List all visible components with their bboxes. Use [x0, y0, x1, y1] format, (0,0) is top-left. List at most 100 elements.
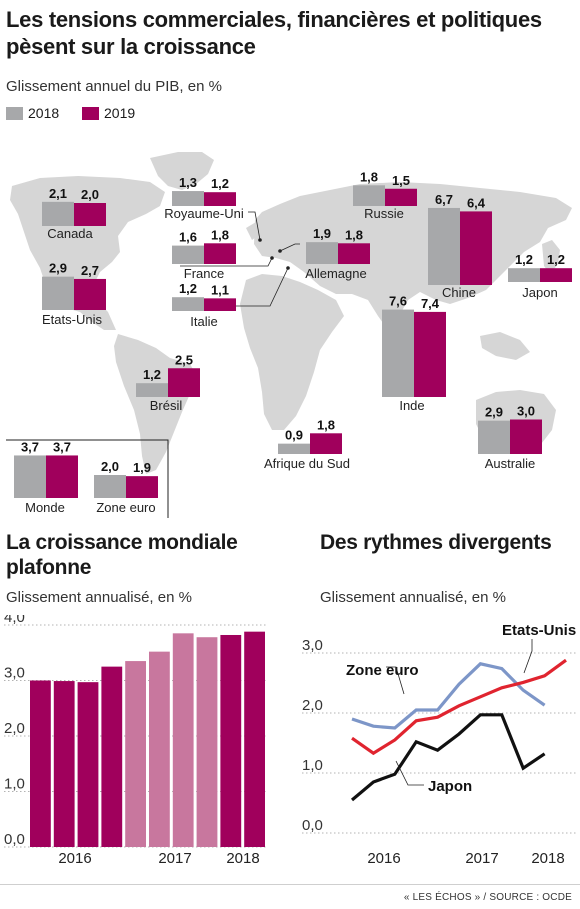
bar-2018-inde — [382, 309, 414, 397]
world-growth-title: La croissance mondiale plafonne — [6, 531, 238, 579]
bar-2018-australie — [478, 420, 510, 454]
bar-2018-france — [172, 245, 204, 264]
y-tick-label: 2,0 — [4, 720, 25, 737]
bar-2018-afrique-du-sud — [278, 443, 310, 454]
bar-2019-inde — [414, 311, 446, 397]
world-map-chart: 2,1 2,0 Canada 1,3 1,2 Royaume-Uni 1,8 1,5 Russi… — [6, 152, 572, 518]
bar-2018-russie — [353, 185, 385, 206]
world-growth-bar-chart: 0,0 1,0 2,0 3,0 4,0 2016 2017 2018 — [4, 615, 268, 867]
bar-2019-australie — [510, 419, 542, 454]
bar-2018-japon — [508, 268, 540, 282]
country-bars: 2,1 2,0 Canada 1,3 1,2 Royaume-Uni 1,8 1,5 Russi… — [14, 169, 572, 515]
value-2019-allemagne: 1,8 — [345, 227, 363, 242]
country-label-royaume-uni: Royaume-Uni — [164, 206, 244, 221]
bar-2019-allemagne — [338, 243, 370, 264]
bar-2019-bresil — [168, 368, 200, 397]
bar-2019-chine — [460, 211, 492, 285]
bar — [196, 637, 218, 847]
series-label-japon: Japon — [428, 778, 472, 795]
bar-2019-monde — [46, 455, 78, 498]
value-2018-royaume-uni: 1,3 — [179, 175, 197, 190]
leader-lines — [6, 211, 300, 518]
bar-2018-zone-euro — [94, 475, 126, 498]
bar — [53, 681, 75, 847]
value-2019-etats-unis: 2,7 — [81, 263, 99, 278]
value-2019-zone-euro: 1,9 — [133, 460, 151, 475]
country-group-france: 1,6 1,8 France — [172, 227, 236, 281]
divergent-title: Des rythmes divergents — [320, 531, 552, 554]
country-label-russie: Russie — [364, 206, 404, 221]
value-2018-zone-euro: 2,0 — [101, 459, 119, 474]
country-group-chine: 6,7 6,4 Chine — [428, 192, 492, 300]
source-credit: « LES ÉCHOS » / SOURCE : OCDE — [403, 892, 572, 903]
y-tick-label: 3,0 — [4, 665, 25, 682]
bar-2018-bresil — [136, 383, 168, 397]
value-2019-russie: 1,5 — [392, 173, 410, 188]
x-tick-label: 2017 — [158, 850, 191, 867]
value-2019-bresil: 2,5 — [175, 352, 193, 367]
country-label-zone-euro: Zone euro — [96, 500, 155, 515]
bar — [244, 631, 265, 847]
legend-swatch-2018 — [6, 107, 23, 120]
country-group-afrique-du-sud: 0,9 1,8 Afrique du Sud — [264, 417, 350, 471]
value-2018-chine: 6,7 — [435, 192, 453, 207]
country-label-inde: Inde — [399, 398, 424, 413]
bar-2019-canada — [74, 203, 106, 226]
bar-2018-canada — [42, 201, 74, 226]
bar-2019-etats-unis — [74, 278, 106, 310]
value-2018-inde: 7,6 — [389, 294, 407, 309]
country-group-royaume-uni: 1,3 1,2 Royaume-Uni — [164, 175, 244, 221]
bar-2019-royaume-uni — [204, 192, 236, 206]
y-tick-label: 0,0 — [302, 817, 323, 834]
country-label-monde: Monde — [25, 500, 65, 515]
y-tick-label: 4,0 — [4, 615, 25, 626]
series-label-etats-unis: Etats-Unis — [502, 622, 576, 639]
x-tick-label: 2017 — [465, 850, 498, 867]
bar — [220, 634, 242, 847]
legend-label-2018: 2018 — [28, 105, 60, 121]
value-2019-monde: 3,7 — [53, 439, 71, 454]
divergent-line-chart: 0,0 1,0 2,0 3,0 Etats-Unis Zone euro Japon 2016… — [302, 622, 576, 867]
value-2019-inde: 7,4 — [421, 296, 440, 311]
country-group-bresil: 1,2 2,5 Brésil — [136, 352, 200, 413]
bar — [149, 651, 170, 847]
bar-2019-afrique-du-sud — [310, 433, 342, 454]
bar-2018-italie — [172, 297, 204, 311]
value-2018-australie: 2,9 — [485, 405, 503, 420]
country-group-russie: 1,8 1,5 Russie — [353, 169, 417, 221]
series-line-japon — [350, 713, 546, 802]
bar-2019-italie — [204, 298, 236, 311]
world-growth-subtitle: Glissement annualisé, en % — [6, 589, 192, 606]
bar-2018-royaume-uni — [172, 191, 204, 206]
country-label-allemagne: Allemagne — [305, 266, 366, 281]
country-group-canada: 2,1 2,0 Canada — [42, 186, 106, 241]
x-tick-label: 2018 — [531, 850, 564, 867]
bar-2019-france — [204, 243, 236, 264]
label-leader-japon — [395, 760, 424, 786]
country-group-japon: 1,2 1,2 Japon — [508, 252, 572, 300]
country-group-zone-euro: 2,0 1,9 Zone euro — [94, 459, 158, 515]
label-leader-zone-euro — [386, 666, 405, 695]
country-label-canada: Canada — [47, 226, 93, 241]
bar-2019-russie — [385, 188, 417, 206]
bar — [30, 680, 51, 847]
y-tick-label: 1,0 — [302, 757, 323, 774]
bar — [77, 682, 99, 847]
country-label-australie: Australie — [485, 456, 536, 471]
bar — [172, 633, 194, 847]
country-label-etats-unis: Etats-Unis — [42, 312, 102, 327]
legend-label-2019: 2019 — [104, 105, 136, 121]
country-group-allemagne: 1,9 1,8 Allemagne — [305, 226, 370, 281]
country-label-france: France — [184, 266, 224, 281]
series-line-etats-unis — [351, 658, 567, 756]
bar — [125, 661, 146, 847]
value-2019-canada: 2,0 — [81, 187, 99, 202]
bar-2018-allemagne — [306, 242, 338, 264]
x-tick-label: 2016 — [58, 850, 91, 867]
value-2018-france: 1,6 — [179, 230, 197, 245]
value-2019-australie: 3,0 — [517, 404, 535, 419]
value-2019-italie: 1,1 — [211, 282, 229, 297]
series-line-zone-euro — [351, 662, 546, 730]
value-2018-monde: 3,7 — [21, 439, 39, 454]
value-2019-japon: 1,2 — [547, 252, 565, 267]
